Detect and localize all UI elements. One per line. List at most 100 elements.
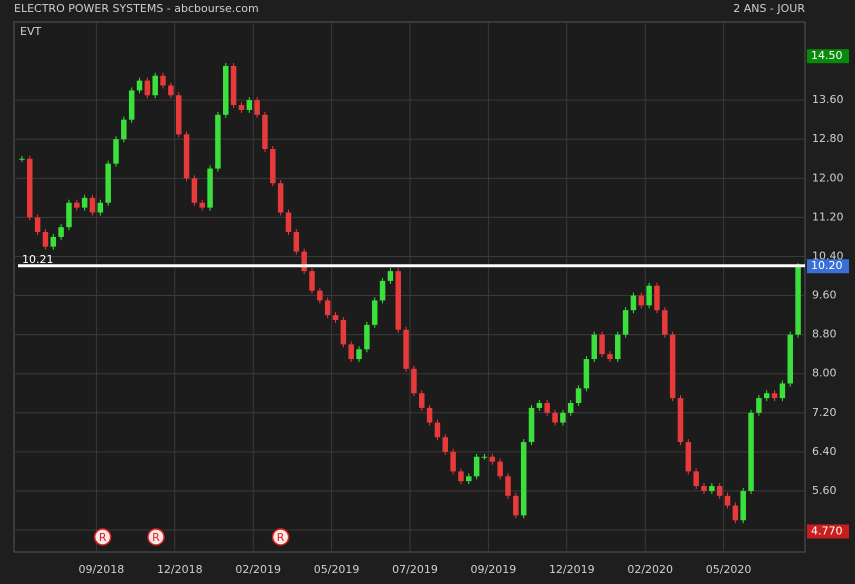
x-tick-label: 07/2019 [392,563,438,576]
candle [740,490,746,521]
candle [466,476,472,482]
symbol: EVT [20,25,41,38]
price-tag [807,259,849,274]
candle [677,398,684,443]
candle [238,105,245,110]
y-tick-label: 11.20 [812,210,844,223]
candle [779,383,786,399]
candle [662,310,668,335]
candle [748,412,754,491]
candle [756,398,762,413]
candle [27,158,33,218]
candle [160,75,166,86]
candle [795,266,801,335]
event-marker [271,528,290,546]
candle [89,197,96,213]
candle [685,442,692,472]
candle [371,300,378,325]
candle [136,80,143,91]
candle [732,505,739,521]
candle [207,168,213,208]
candle [591,334,597,360]
event-marker [93,528,112,546]
y-tick-label: 12.80 [812,132,844,145]
candle [419,393,425,408]
price-tag [807,49,849,64]
candle [622,310,629,335]
candle [34,217,41,233]
candle [340,319,347,345]
y-tick-label: 7.20 [812,406,837,419]
candle [716,486,723,496]
candle [560,412,566,423]
candle [97,202,104,213]
candle [215,114,221,169]
price-tag-label: 14.50 [811,49,843,62]
candle [168,85,174,96]
candle [223,65,229,115]
candle [599,334,605,355]
y-tick-label: 13.60 [812,93,844,106]
event-label: R [99,531,107,544]
price-tag-label: 10.20 [811,259,843,272]
candle [199,202,205,208]
candle [607,354,613,360]
y-tick-label: 6.40 [812,445,837,458]
candle [583,359,590,389]
x-tick-label: 12/2019 [549,563,595,576]
candle [646,285,652,306]
candle [348,344,354,360]
y-tick-label: 10.40 [812,249,844,262]
candle [254,100,260,115]
candle [379,280,386,301]
event-label: R [277,531,285,544]
candle [442,437,449,452]
candle [230,65,237,106]
candle [787,334,793,384]
candle [113,139,119,164]
candle [183,134,190,179]
candle [364,324,370,350]
candle [450,451,456,472]
candle [332,315,339,320]
x-tick-label: 12/2018 [157,563,203,576]
candle [693,471,699,487]
candle [544,403,550,413]
candle [709,486,715,491]
event-marker [147,528,165,546]
candle [638,295,645,306]
candle [317,290,323,301]
candle [505,476,511,496]
candle [567,403,574,413]
candle [528,407,535,443]
candle [58,227,64,237]
candle [513,495,519,516]
candle [19,158,25,160]
x-tick-label: 02/2019 [235,563,281,576]
candle [630,295,637,311]
candle [144,80,151,96]
price-tag [807,524,849,539]
event-label: R [152,531,160,544]
candle [724,495,731,506]
candle [74,202,80,208]
candle [121,119,127,140]
y-tick-label: 9.60 [812,289,837,302]
x-tick-label: 09/2019 [471,563,517,576]
candle [434,422,441,438]
candle [615,334,621,360]
level-label: 10.21 [22,253,54,266]
period: 2 ANS - JOUR [733,2,805,15]
candle [489,456,496,462]
candle [771,393,778,399]
candle [277,183,284,213]
candle [301,251,307,272]
candle [669,334,676,399]
candle [473,456,480,477]
candle [763,393,770,399]
price-tag-label: 4.770 [811,524,843,537]
candle [128,90,135,120]
candle [395,271,401,330]
x-tick-label: 09/2018 [79,563,125,576]
